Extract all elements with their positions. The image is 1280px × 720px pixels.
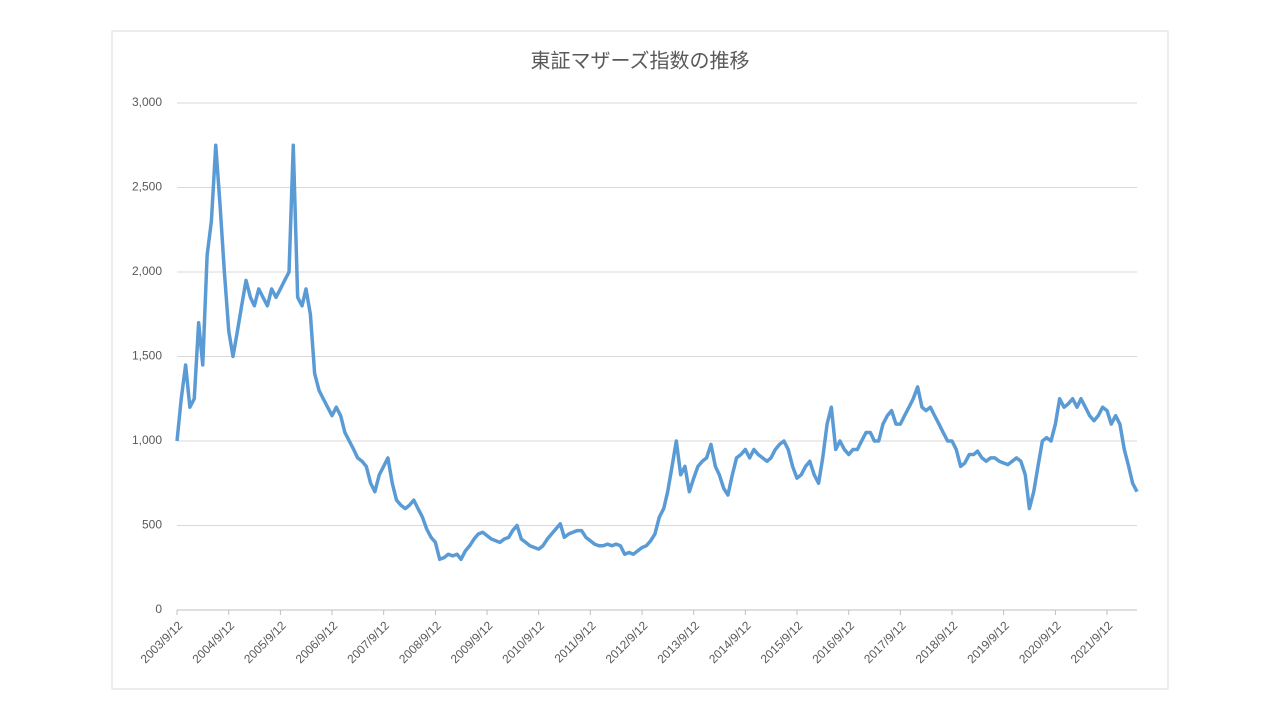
y-tick-label: 2,000	[132, 264, 162, 278]
chart-frame	[111, 30, 1169, 690]
y-tick-label: 2,500	[132, 180, 162, 194]
y-tick-label: 500	[142, 518, 162, 532]
data-line	[175, 143, 1139, 562]
y-tick-label: 3,000	[132, 95, 162, 109]
y-tick-label: 0	[155, 602, 162, 616]
chart-title: 東証マザーズ指数の推移	[531, 49, 750, 72]
y-tick-label: 1,000	[132, 433, 162, 447]
y-tick-label: 1,500	[132, 349, 162, 363]
